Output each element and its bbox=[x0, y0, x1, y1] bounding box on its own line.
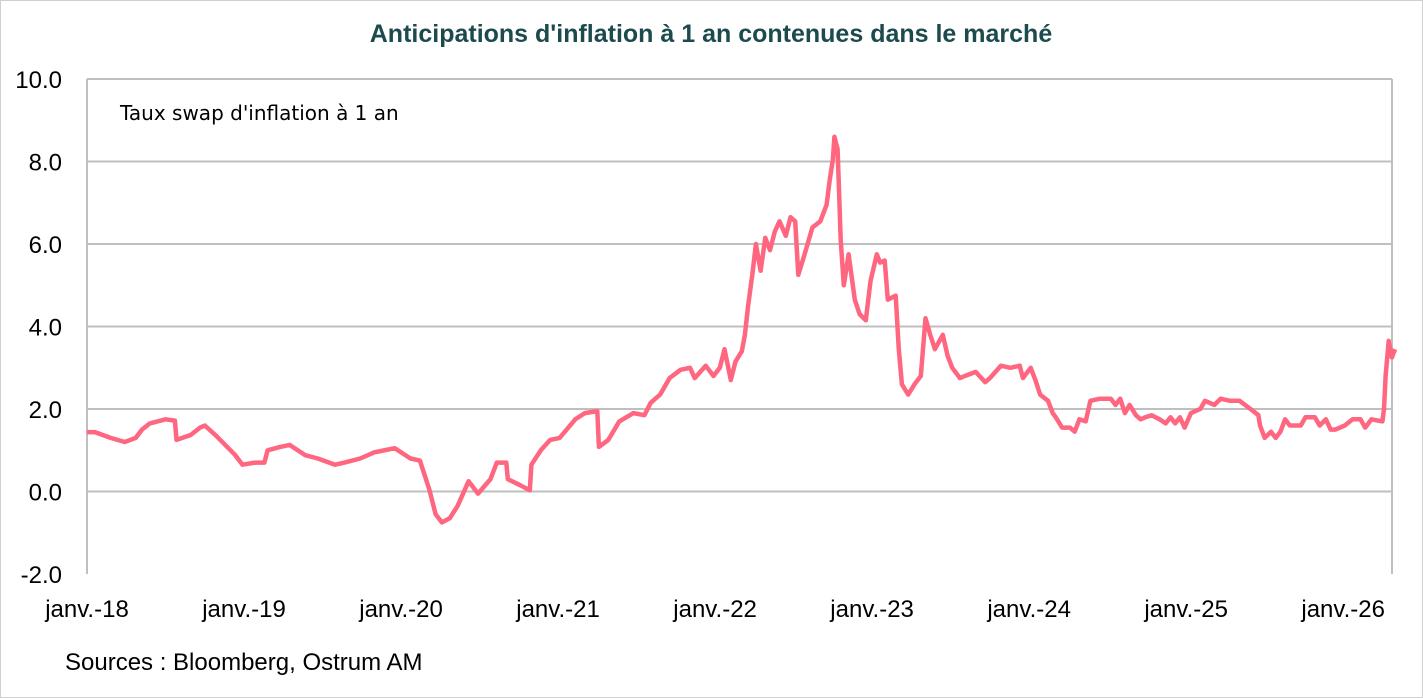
gridlines bbox=[87, 78, 1393, 574]
x-tick-label: janv.-26 bbox=[1300, 596, 1385, 623]
y-tick-label: 2.0 bbox=[29, 397, 62, 424]
series-line-inflation-swap bbox=[87, 134, 1398, 525]
y-tick-label: 8.0 bbox=[29, 150, 62, 177]
y-tick-label: -2.0 bbox=[21, 562, 62, 589]
x-tick-label: janv.-20 bbox=[358, 596, 443, 623]
x-tick-label: janv.-22 bbox=[672, 596, 757, 623]
x-tick-label: janv.-23 bbox=[829, 596, 914, 623]
x-axis-ticks: janv.-18 janv.-19 janv.-20 janv.-21 janv.-22… bbox=[44, 596, 1385, 623]
y-tick-label: 4.0 bbox=[29, 315, 62, 342]
x-tick-label: janv.-24 bbox=[986, 596, 1071, 623]
x-tick-label: janv.-21 bbox=[515, 596, 600, 623]
y-tick-label: 10.0 bbox=[15, 67, 62, 94]
y-axis-ticks: 10.0 8.0 6.0 4.0 2.0 0.0 -2.0 bbox=[15, 67, 62, 589]
chart-title: Anticipations d'inflation à 1 an contenu… bbox=[370, 20, 1053, 48]
y-tick-label: 6.0 bbox=[29, 232, 62, 259]
x-tick-label: janv.-25 bbox=[1143, 596, 1228, 623]
y-tick-label: 0.0 bbox=[29, 480, 62, 507]
series-annotation: Taux swap d'inflation à 1 an bbox=[119, 101, 399, 125]
x-tick-label: janv.-18 bbox=[44, 596, 129, 623]
source-note: Sources : Bloomberg, Ostrum AM bbox=[65, 649, 422, 676]
x-tick-label: janv.-19 bbox=[201, 596, 286, 623]
